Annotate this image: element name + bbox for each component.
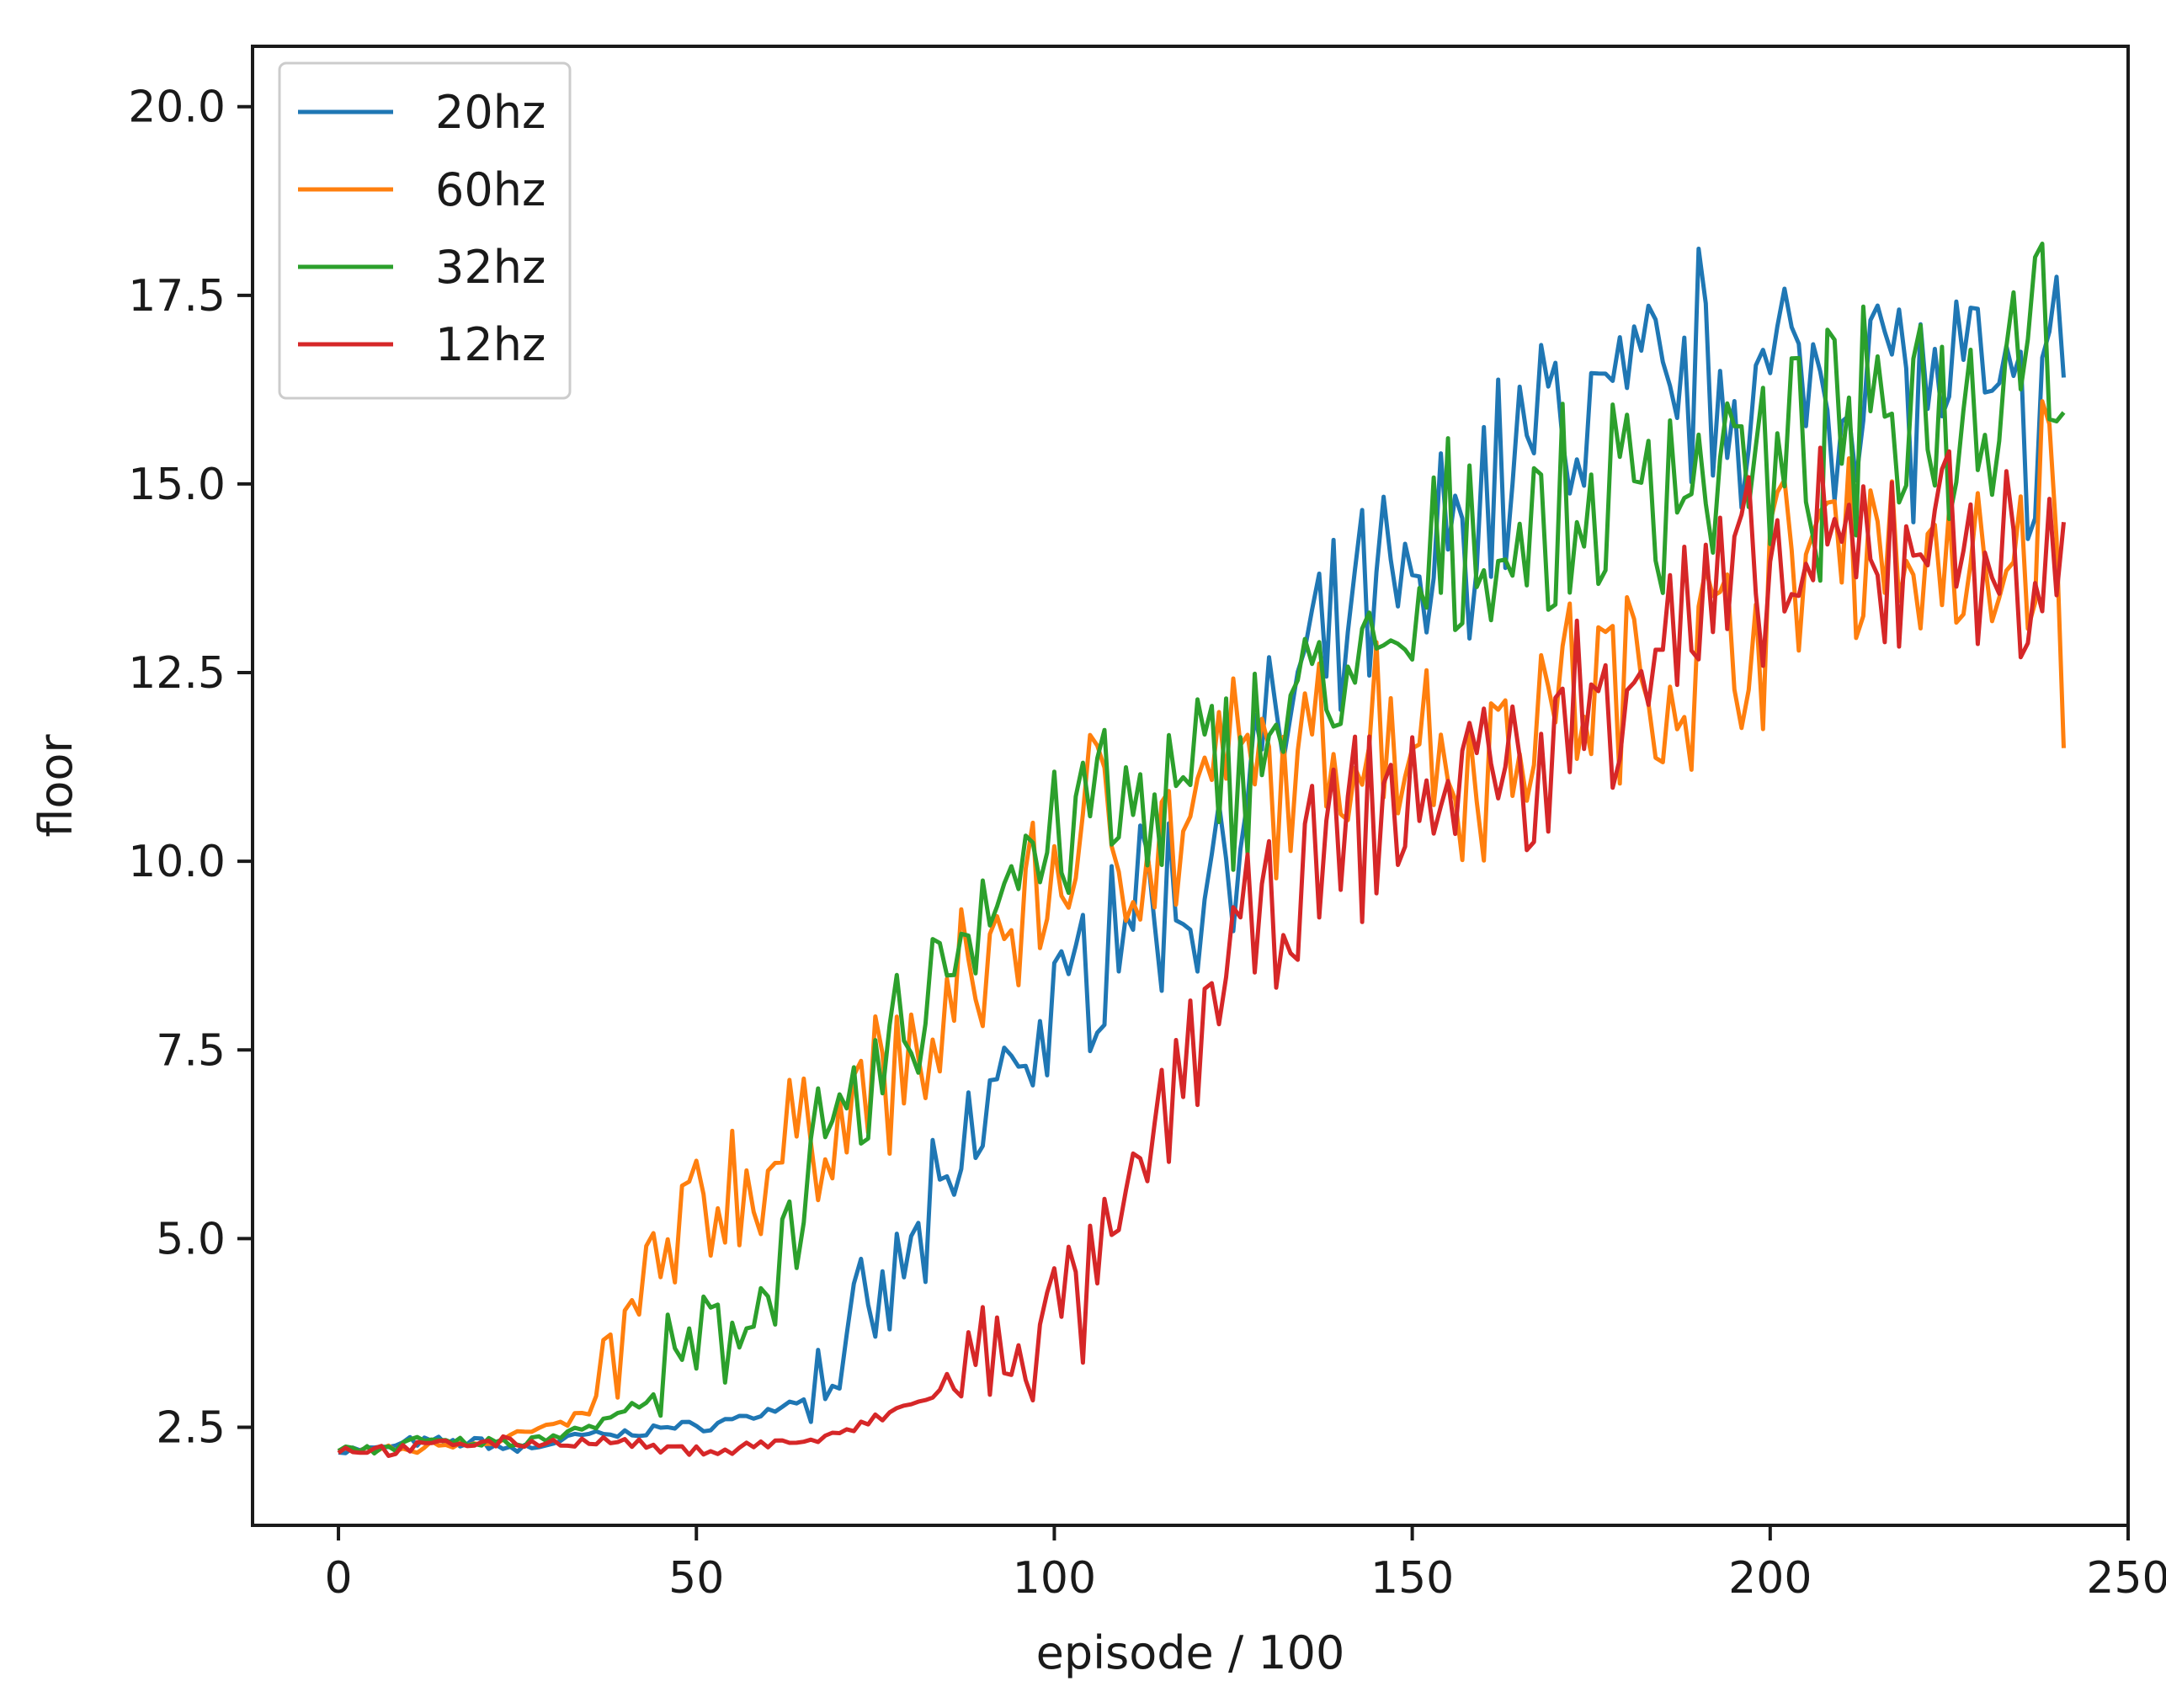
x-axis-title: episode / 100: [1036, 1626, 1345, 1679]
y-axis-title: floor: [29, 734, 82, 838]
y-axis: 2.5 5.0 7.5 10.0 12.5 15.0 17.5 20.0: [128, 82, 253, 1453]
series-layer: [337, 242, 2066, 1458]
y-tick-label: 10.0: [128, 837, 226, 887]
legend-label-32hz: 32hz: [435, 241, 545, 294]
y-tick-label: 7.5: [156, 1025, 226, 1076]
x-tick-label: 50: [668, 1553, 724, 1604]
legend: 20hz 60hz 32hz 12hz: [278, 61, 572, 400]
x-axis: 0 50 100 150 200 250: [324, 1525, 2166, 1604]
y-tick-label: 20.0: [128, 82, 226, 133]
y-tick-label: 2.5: [156, 1402, 226, 1453]
series-line-60hz: [338, 399, 2066, 1455]
x-tick-label: 250: [2086, 1553, 2166, 1604]
x-tick-label: 150: [1370, 1553, 1454, 1604]
plot-frame: [251, 45, 2130, 1527]
x-tick-label: 100: [1013, 1553, 1096, 1604]
legend-label-60hz: 60hz: [435, 163, 545, 216]
y-tick-label: 5.0: [156, 1214, 226, 1264]
x-tick-label: 200: [1728, 1553, 1812, 1604]
legend-label-12hz: 12hz: [435, 318, 545, 371]
legend-label-20hz: 20hz: [435, 86, 545, 139]
legend-box: [278, 61, 572, 400]
y-tick-label: 15.0: [128, 460, 226, 510]
y-tick-label: 17.5: [128, 271, 226, 322]
y-tick-label: 12.5: [128, 648, 226, 699]
series-line-12hz: [337, 445, 2066, 1458]
x-tick-label: 0: [324, 1553, 352, 1604]
series-line-20hz: [338, 247, 2066, 1455]
series-line-32hz: [337, 242, 2066, 1455]
